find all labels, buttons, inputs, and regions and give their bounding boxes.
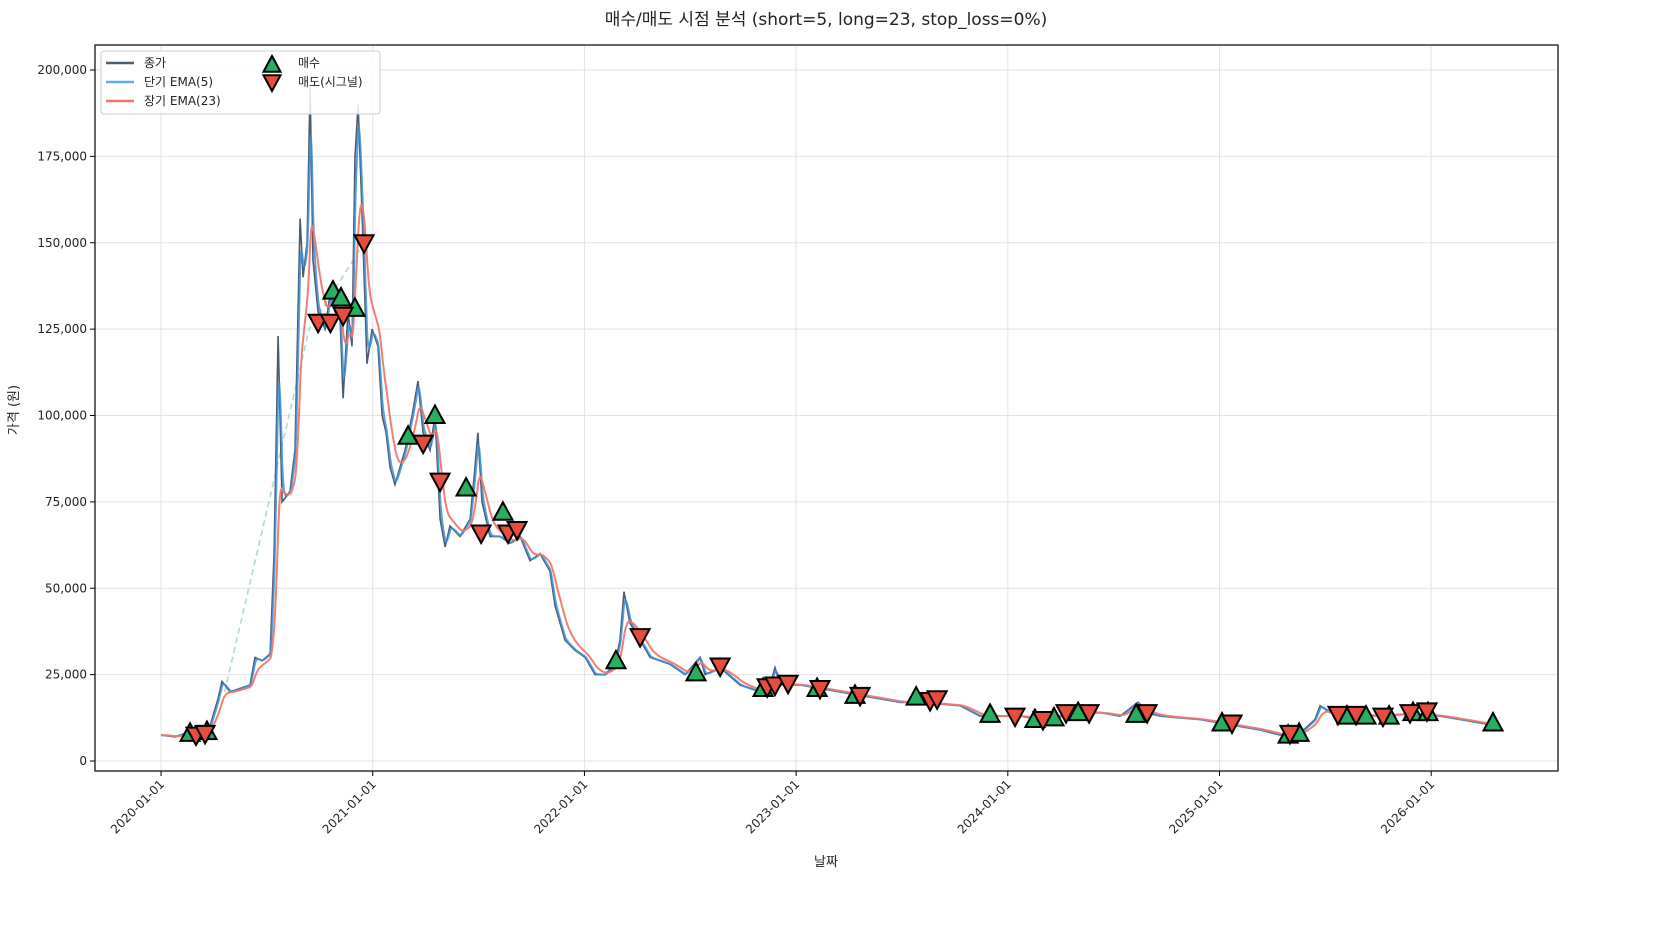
sell-marker xyxy=(1278,724,1302,746)
buy-marker xyxy=(684,660,708,682)
axes-frame xyxy=(94,44,1559,772)
sell-marker xyxy=(1135,704,1159,725)
legend-label: 매수 xyxy=(298,56,320,70)
y-tick-label: 200,000 xyxy=(37,63,87,77)
x-tick-label: 2022-01-01 xyxy=(531,777,590,836)
x-tick-label: 2024-01-01 xyxy=(955,777,1014,836)
plot-area xyxy=(160,87,1505,748)
buy-marker xyxy=(423,403,447,425)
buy-marker xyxy=(329,285,353,307)
sell-marker xyxy=(708,657,732,679)
grid xyxy=(95,45,1558,771)
x-tick-label: 2026-01-01 xyxy=(1378,777,1437,836)
sell-marker xyxy=(1344,705,1368,727)
sell-marker xyxy=(1371,707,1395,729)
sell-marker xyxy=(1054,704,1078,725)
series-group xyxy=(160,87,1491,738)
ema-long-line xyxy=(161,203,1491,738)
sell-marker xyxy=(428,472,452,494)
y-tick-label: 0 xyxy=(79,754,87,768)
buy-marker xyxy=(604,648,628,670)
y-tick-label: 150,000 xyxy=(37,236,87,250)
chart-title: 매수/매도 시점 분석 (short=5, long=23, stop_loss… xyxy=(605,10,1048,30)
close-price-line xyxy=(160,87,1491,738)
legend-box xyxy=(100,50,381,115)
sell-marker xyxy=(352,234,376,255)
sell-marker xyxy=(193,724,217,746)
legend-label: 매도(시그널) xyxy=(298,75,363,89)
y-tick-label: 125,000 xyxy=(37,322,87,336)
sell-marker xyxy=(925,690,949,711)
sell-marker xyxy=(1077,704,1101,725)
legend-label: 종가 xyxy=(144,56,166,70)
x-tick-label: 2025-01-01 xyxy=(1166,777,1225,836)
x-tick-label: 2021-01-01 xyxy=(320,777,379,836)
x-tick-label: 2020-01-01 xyxy=(108,777,167,836)
buy-marker xyxy=(978,702,1002,723)
sell-marker xyxy=(1326,705,1350,727)
sell-marker xyxy=(1415,702,1439,724)
legend-sell-marker xyxy=(261,74,283,94)
sell-marker xyxy=(776,674,800,696)
buy-marker xyxy=(1481,710,1505,732)
sell-marker xyxy=(411,434,435,456)
trade-link-line xyxy=(223,242,365,693)
sell-marker xyxy=(808,679,832,701)
x-axis-label: 날짜 xyxy=(814,855,838,870)
legend-label: 장기 EMA(23) xyxy=(144,94,221,108)
sell-marker xyxy=(331,306,355,328)
ema-short-line xyxy=(161,126,1491,738)
sell-marker xyxy=(469,524,493,546)
sell-marker xyxy=(763,676,787,698)
buy-marker xyxy=(904,684,928,706)
x-tick-label: 2023-01-01 xyxy=(743,777,802,836)
sell-marker xyxy=(1031,711,1055,732)
y-tick-label: 175,000 xyxy=(37,149,87,163)
x-axis: 2020-01-01 2021-01-01 2022-01-01 2023-01-01… xyxy=(108,771,1437,836)
sell-marker xyxy=(505,521,529,542)
sell-marker xyxy=(1220,714,1244,736)
sell-marker xyxy=(628,628,652,649)
y-tick-label: 75,000 xyxy=(45,495,87,509)
y-axis: 0 25,000 50,000 75,000 100,000 125,000 150,000… xyxy=(37,63,95,768)
y-tick-label: 25,000 xyxy=(45,668,87,682)
legend-label: 단기 EMA(5) xyxy=(144,75,213,89)
legend-buy-marker xyxy=(261,53,283,73)
y-axis-label: 가격 (원) xyxy=(7,385,22,435)
sell-marker xyxy=(1003,707,1027,729)
sell-marker xyxy=(848,686,872,708)
y-tick-label: 50,000 xyxy=(45,581,87,595)
y-tick-label: 100,000 xyxy=(37,409,87,423)
sell-marker xyxy=(319,313,342,335)
buy-marker xyxy=(491,500,515,521)
buy-marker xyxy=(454,475,478,497)
sell-marker xyxy=(1398,704,1422,725)
